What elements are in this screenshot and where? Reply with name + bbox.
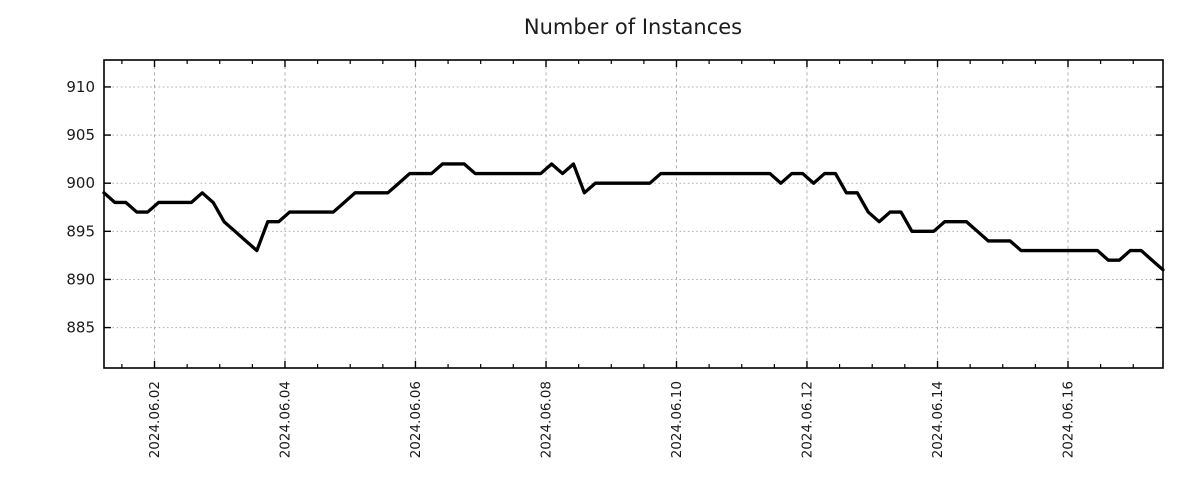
series-layer <box>102 162 1165 272</box>
y-tick-label: 900 <box>66 174 95 192</box>
x-tick-label: 2024.06.12 <box>799 381 815 458</box>
chart-title: Number of Instances <box>524 15 742 39</box>
x-tick-label: 2024.06.10 <box>669 381 685 458</box>
y-tick-label: 895 <box>66 222 95 240</box>
y-tick-label: 885 <box>66 319 95 337</box>
x-tick-label: 2024.06.02 <box>147 381 163 458</box>
x-tick-label: 2024.06.04 <box>277 381 293 458</box>
tick-layer <box>104 60 1163 368</box>
y-tick-label: 910 <box>66 78 95 96</box>
axis-label-layer: 885 890 895 900 905 910 2024.06.02 2024.06.04 20… <box>66 78 1076 458</box>
x-tick-label: 2024.06.06 <box>408 381 424 458</box>
x-tick-label: 2024.06.08 <box>539 381 555 458</box>
plot-border <box>103 59 1164 369</box>
x-tick-label: 2024.06.14 <box>930 381 946 458</box>
y-tick-label: 890 <box>66 270 95 288</box>
instances-data-line <box>102 162 1165 272</box>
y-tick-label: 905 <box>66 126 95 144</box>
grid-layer <box>104 60 1163 368</box>
x-tick-label: 2024.06.16 <box>1061 381 1077 458</box>
